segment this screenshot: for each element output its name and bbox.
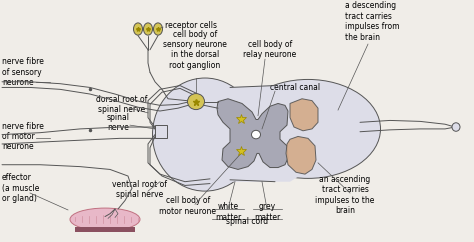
Ellipse shape — [153, 78, 257, 191]
Text: white
matter: white matter — [215, 202, 241, 221]
Polygon shape — [210, 85, 310, 182]
Text: central canal: central canal — [270, 83, 320, 92]
Polygon shape — [286, 136, 316, 174]
Text: an ascending
tract carries
impulses to the
brain: an ascending tract carries impulses to t… — [315, 175, 374, 215]
Text: grey
matter: grey matter — [254, 202, 280, 221]
Bar — [155, 125, 167, 138]
Text: ventral root of
spinal nerve: ventral root of spinal nerve — [112, 180, 167, 199]
Text: spinal cord: spinal cord — [226, 217, 268, 226]
Ellipse shape — [134, 23, 143, 35]
Text: dorsal root of
spinal nerve: dorsal root of spinal nerve — [96, 95, 148, 114]
Text: cell body of
relay neurone: cell body of relay neurone — [243, 40, 297, 60]
Text: receptor cells: receptor cells — [165, 21, 217, 30]
Bar — [75, 227, 135, 232]
Text: spinal
nerve: spinal nerve — [107, 113, 129, 132]
Text: cell body of
motor neurone: cell body of motor neurone — [159, 197, 217, 216]
Circle shape — [252, 130, 261, 139]
Circle shape — [188, 94, 204, 110]
Polygon shape — [217, 99, 288, 169]
Ellipse shape — [452, 123, 460, 131]
Text: cell body of
sensory neurone
in the dorsal
root ganglion: cell body of sensory neurone in the dors… — [163, 30, 227, 70]
Ellipse shape — [154, 23, 163, 35]
Text: nerve fibre
of sensory
neurone: nerve fibre of sensory neurone — [2, 57, 44, 87]
Text: a descending
tract carries
impulses from
the brain: a descending tract carries impulses from… — [345, 1, 400, 42]
Text: nerve fibre
of motor
neurone: nerve fibre of motor neurone — [2, 121, 44, 151]
Polygon shape — [290, 99, 318, 131]
Ellipse shape — [70, 208, 140, 231]
Ellipse shape — [236, 79, 381, 178]
Ellipse shape — [144, 23, 153, 35]
Text: effector
(a muscle
or gland): effector (a muscle or gland) — [2, 173, 39, 203]
